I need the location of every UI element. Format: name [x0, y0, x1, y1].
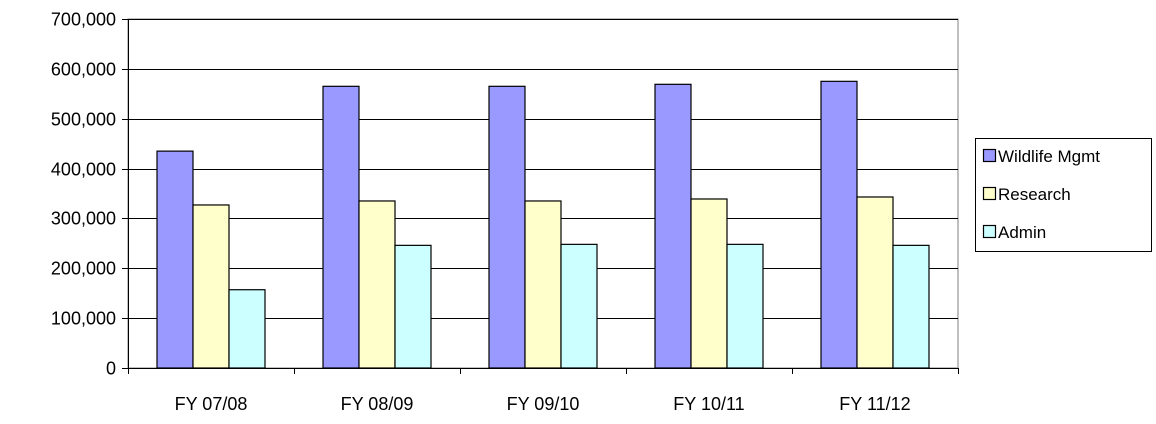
- legend-box: [975, 138, 1152, 252]
- y-tick-label: 600,000: [51, 60, 116, 80]
- y-tick-label: 100,000: [51, 309, 116, 329]
- x-tick-label: FY 10/11: [673, 394, 744, 414]
- y-tick-label: 700,000: [51, 10, 116, 30]
- y-tick-label: 500,000: [51, 110, 116, 130]
- legend-label: Wildlife Mgmt: [998, 147, 1100, 166]
- bar-wildlife-mgmt: [820, 80, 858, 369]
- bar-research: [192, 204, 230, 369]
- legend-swatch: [982, 224, 997, 239]
- y-tick-label: 300,000: [51, 209, 116, 229]
- bar-wildlife-mgmt: [322, 85, 360, 369]
- bar-admin: [394, 244, 432, 369]
- bar-wildlife-mgmt: [654, 83, 692, 369]
- bar-admin: [560, 243, 598, 369]
- axes: [122, 19, 959, 374]
- bar-admin: [892, 244, 930, 369]
- y-tick-label: 0: [106, 359, 116, 379]
- x-tick-label: FY 09/10: [507, 394, 580, 414]
- legend-swatch: [982, 148, 997, 163]
- legend-label: Research: [998, 185, 1071, 204]
- bar-research: [358, 200, 396, 369]
- y-axis-tick-labels: 0 100,000 200,000 300,000 400,000 500,000 600,…: [51, 10, 116, 379]
- x-axis-tick-labels: FY 07/08 FY 08/09 FY 09/10 FY 10/11 FY 11/12: [175, 394, 911, 414]
- bars: [156, 80, 930, 369]
- bar-wildlife-mgmt: [156, 150, 194, 369]
- legend-label: Admin: [998, 223, 1046, 242]
- y-tick-label: 200,000: [51, 259, 116, 279]
- x-tick-label: FY 08/09: [341, 394, 414, 414]
- bar-admin: [726, 243, 764, 369]
- bar-research: [524, 200, 562, 369]
- bar-research: [690, 198, 728, 369]
- x-tick-label: FY 07/08: [175, 394, 248, 414]
- bar-research: [856, 196, 894, 369]
- legend-swatch: [982, 186, 997, 201]
- bar-wildlife-mgmt: [488, 85, 526, 369]
- y-tick-label: 400,000: [51, 160, 116, 180]
- bar-admin: [228, 289, 266, 369]
- legend: Wildlife Mgmt Research Admin: [975, 138, 1152, 252]
- x-tick-label: FY 11/12: [839, 394, 910, 414]
